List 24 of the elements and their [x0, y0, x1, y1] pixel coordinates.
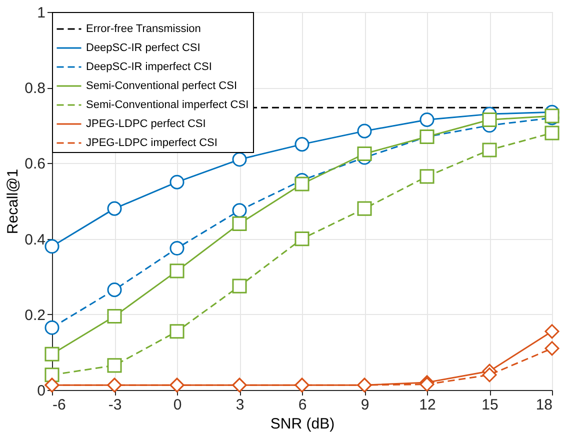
legend-label: DeepSC-IR imperfect CSI [86, 61, 212, 73]
y-tick-label: 1 [37, 4, 46, 22]
x-tick-label: 12 [419, 396, 436, 414]
x-axis-title: SNR (dB) [270, 416, 335, 432]
x-tick-label: 0 [173, 396, 182, 414]
y-tick-label: 0.6 [24, 156, 46, 173]
y-tick-label: 0.4 [24, 231, 46, 248]
x-tick-label: -6 [52, 396, 66, 414]
x-tick-label: -3 [108, 396, 122, 414]
x-tick-label: 6 [298, 396, 307, 414]
legend-label: JPEG-LDPC imperfect CSI [86, 137, 218, 149]
y-tick-label: 0.2 [24, 306, 46, 324]
x-tick-label: 9 [360, 396, 370, 414]
legend-label: Error-free Transmission [86, 23, 201, 35]
x-tick-label: 18 [536, 396, 552, 414]
legend-label: Semi-Conventional perfect CSI [86, 80, 238, 92]
legend-label: Semi-Conventional imperfect CSI [86, 99, 249, 111]
x-tick-label: 3 [236, 396, 244, 414]
legend-label: DeepSC-IR perfect CSI [86, 42, 200, 54]
legend-label: JPEG-LDPC perfect CSI [86, 118, 206, 130]
y-axis-title: Recall@1 [4, 168, 22, 234]
x-tick-label: 15 [482, 396, 498, 414]
y-tick-label: 0 [37, 382, 46, 400]
y-tick-label: 0.8 [24, 80, 46, 98]
